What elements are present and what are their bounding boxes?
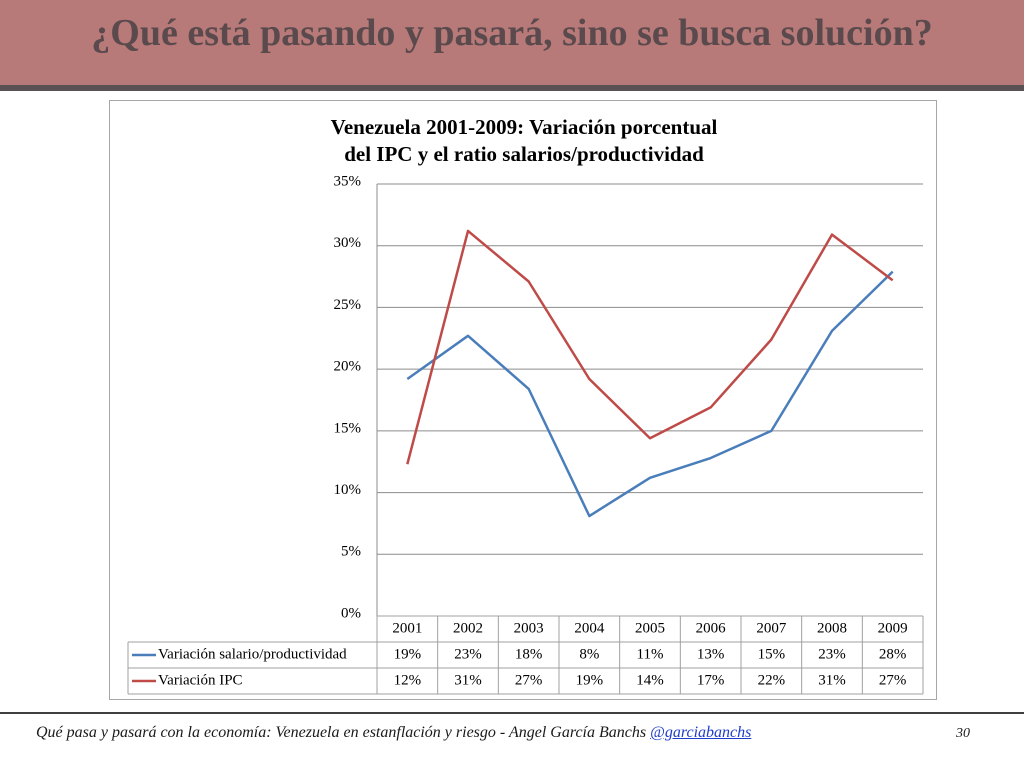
x-category-label: 2005 bbox=[635, 620, 665, 636]
table-value: 18% bbox=[515, 646, 543, 662]
chart-title-line-2: del IPC y el ratio salarios/productivida… bbox=[344, 142, 704, 166]
y-tick-label: 0% bbox=[341, 605, 361, 621]
table-value: 15% bbox=[758, 646, 786, 662]
table-value: 12% bbox=[394, 672, 422, 688]
table-value: 27% bbox=[515, 672, 543, 688]
footer-divider bbox=[0, 712, 1024, 714]
x-category-label: 2007 bbox=[756, 620, 787, 636]
x-category-label: 2004 bbox=[574, 620, 605, 636]
legend-label-1: Variación salario/productividad bbox=[158, 646, 347, 662]
table-value: 19% bbox=[576, 672, 604, 688]
y-tick-label: 20% bbox=[334, 359, 362, 375]
y-tick-label: 30% bbox=[334, 235, 362, 251]
footer-caption: Qué pasa y pasará con la economía: Venez… bbox=[36, 724, 751, 742]
table-value: 28% bbox=[879, 646, 907, 662]
x-category-label: 2006 bbox=[696, 620, 727, 636]
table-value: 31% bbox=[818, 672, 846, 688]
table-value: 31% bbox=[454, 672, 482, 688]
table-value: 23% bbox=[454, 646, 482, 662]
table-value: 17% bbox=[697, 672, 725, 688]
x-category-label: 2009 bbox=[878, 620, 908, 636]
x-category-label: 2003 bbox=[514, 620, 544, 636]
y-tick-label: 25% bbox=[334, 297, 362, 313]
table-value: 8% bbox=[579, 646, 599, 662]
table-value: 22% bbox=[758, 672, 786, 688]
table-value: 13% bbox=[697, 646, 725, 662]
chart-container: Venezuela 2001-2009: Variación porcentua… bbox=[109, 100, 937, 700]
x-category-label: 2001 bbox=[392, 620, 422, 636]
footer-caption-text: Qué pasa y pasará con la economía: Venez… bbox=[36, 724, 651, 741]
title-bar-divider bbox=[0, 85, 1024, 91]
slide-title: ¿Qué está pasando y pasará, sino se busc… bbox=[91, 12, 933, 54]
line-chart: 0% 5% 10% 15% 20% 25% 30% 35% 2001 2002 2003 2004 20… bbox=[127, 173, 924, 695]
series-line-1 bbox=[406, 270, 894, 518]
x-category-label: 2002 bbox=[453, 620, 483, 636]
y-tick-label: 10% bbox=[334, 482, 362, 498]
y-tick-label: 35% bbox=[334, 173, 362, 189]
y-tick-label: 5% bbox=[341, 544, 361, 560]
chart-title-line-1: Venezuela 2001-2009: Variación porcentua… bbox=[330, 115, 718, 139]
table-value: 27% bbox=[879, 672, 907, 688]
table-value: 11% bbox=[637, 646, 664, 662]
y-tick-label: 15% bbox=[334, 420, 362, 436]
table-value: 23% bbox=[818, 646, 846, 662]
page-number: 30 bbox=[956, 726, 970, 741]
title-bar bbox=[0, 0, 1024, 85]
table-value: 19% bbox=[394, 646, 422, 662]
legend-label-2: Variación IPC bbox=[158, 672, 243, 688]
x-category-label: 2008 bbox=[817, 620, 847, 636]
table-value: 14% bbox=[636, 672, 664, 688]
twitter-handle-link[interactable]: @garciabanchs bbox=[650, 724, 752, 741]
